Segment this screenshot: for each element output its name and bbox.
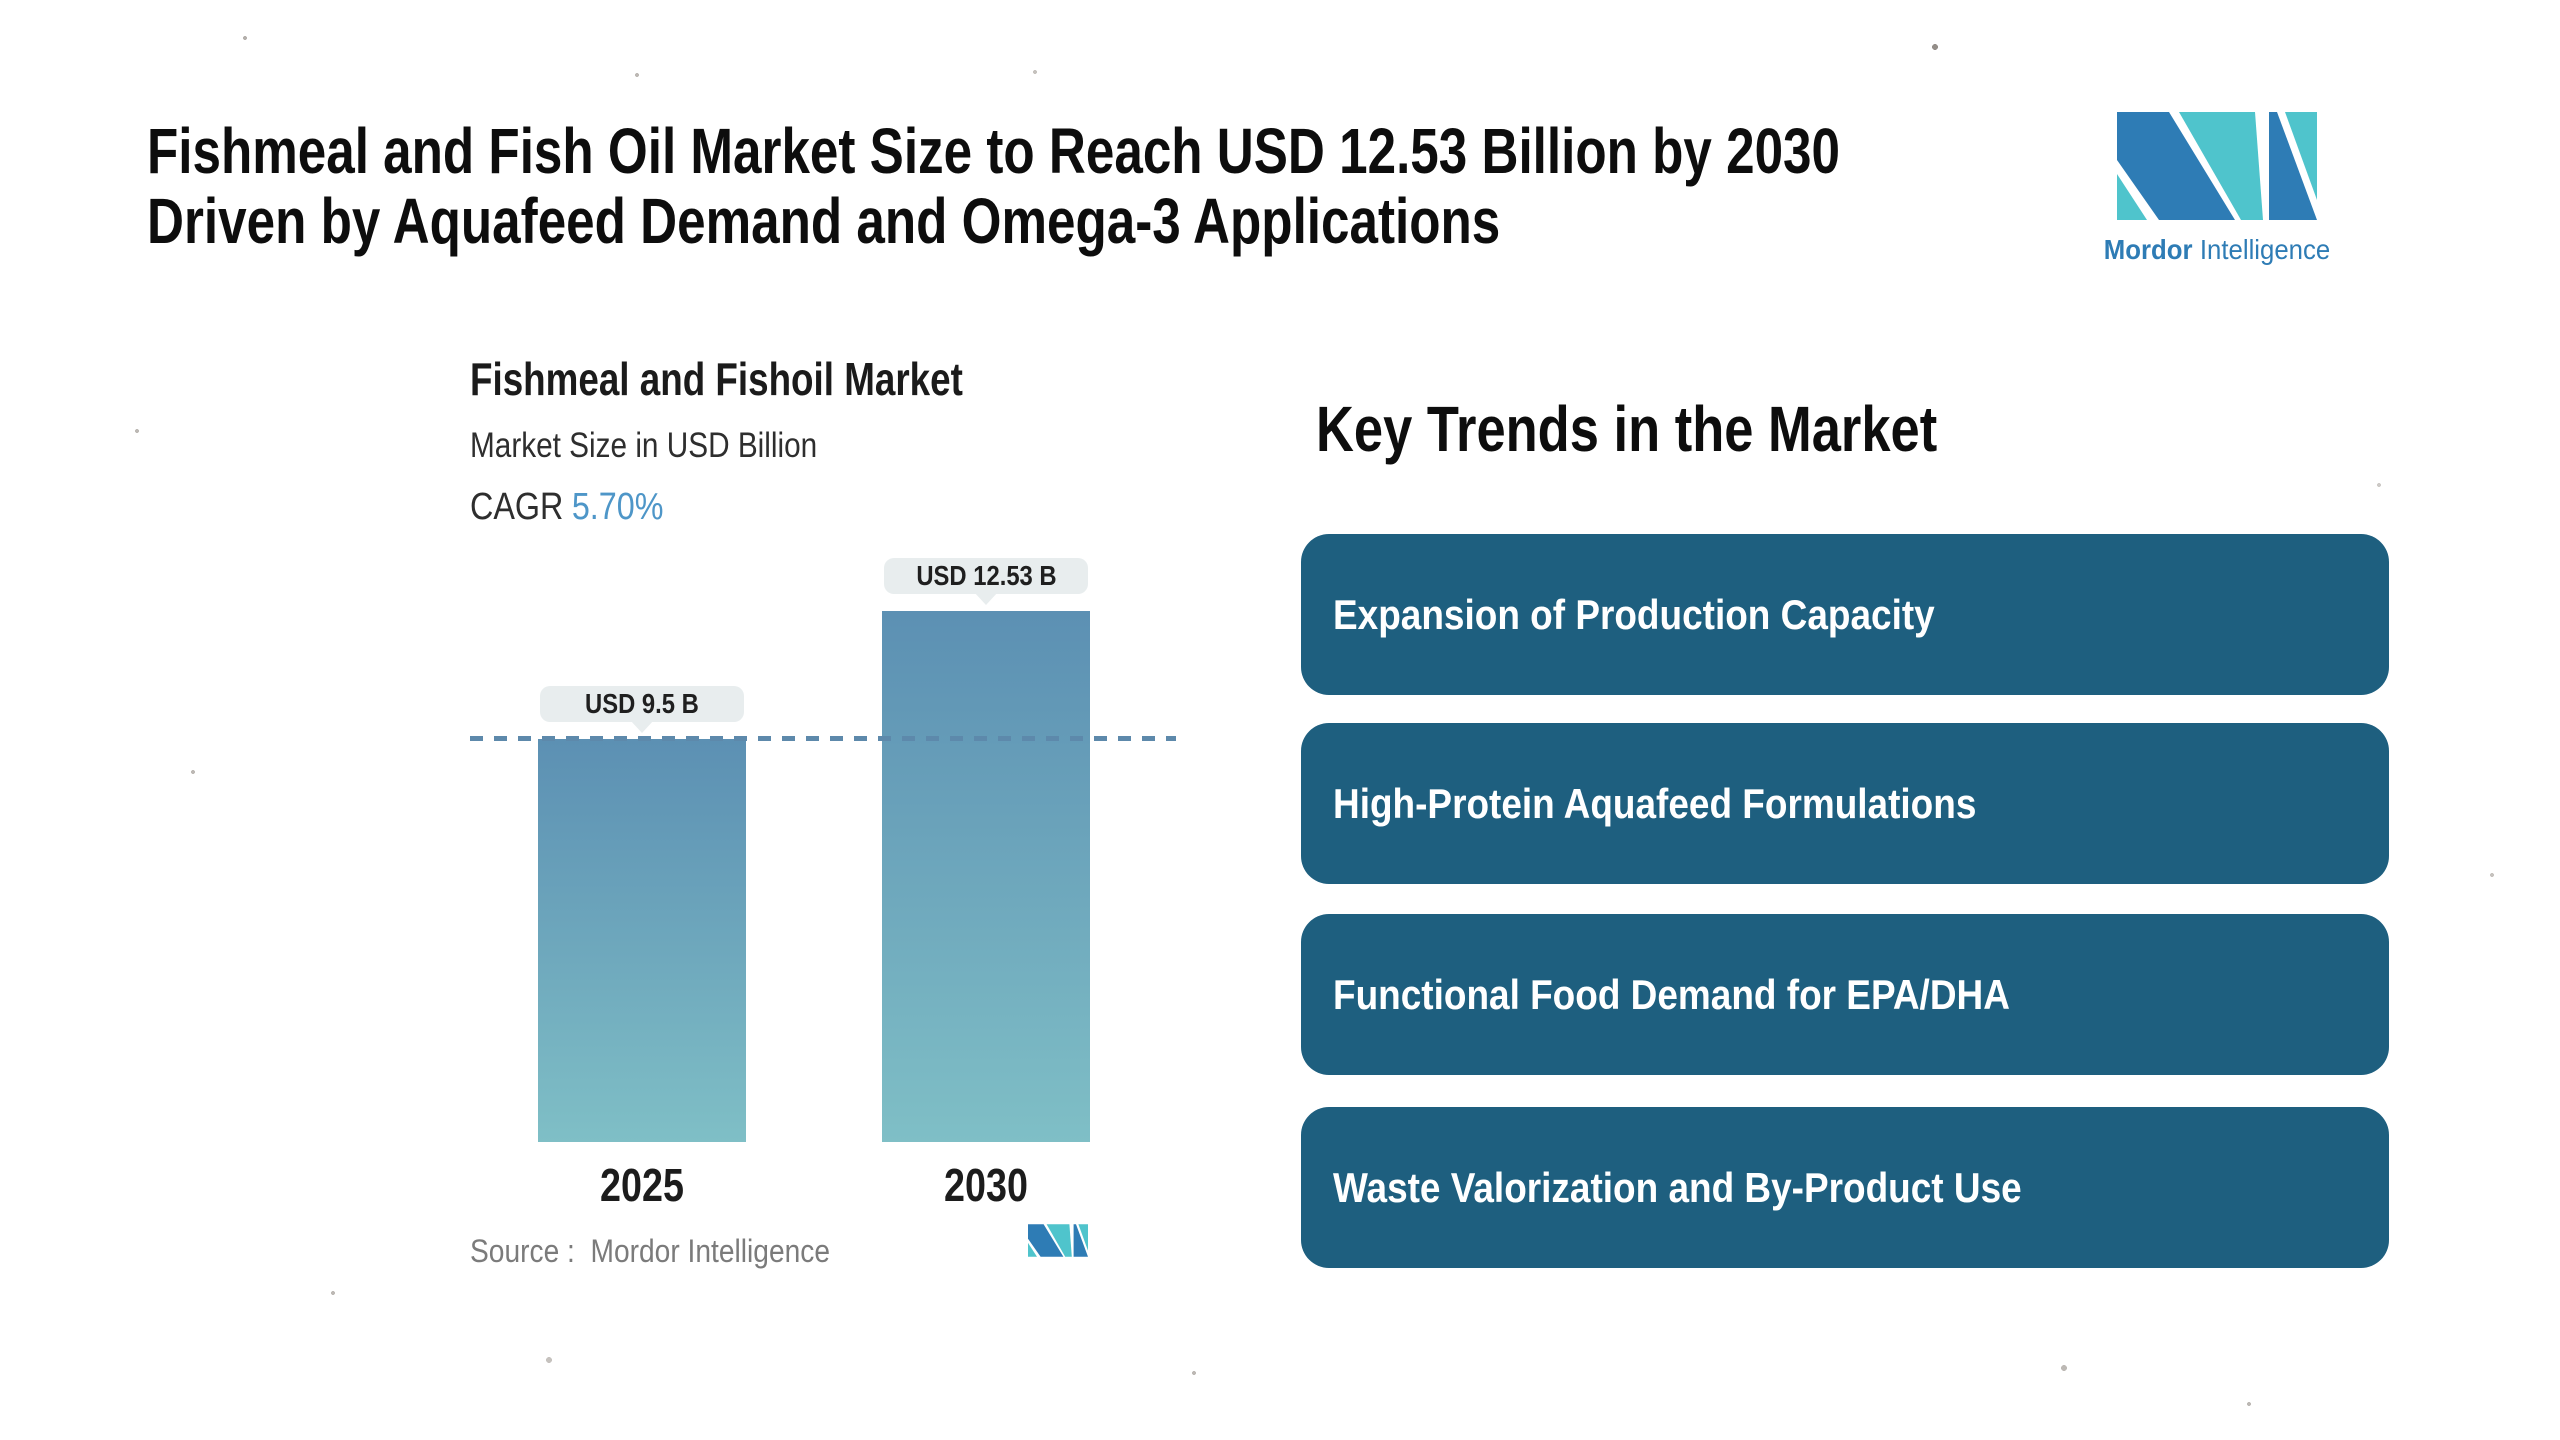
source-logo-icon — [1028, 1224, 1088, 1257]
trend-card-label: Expansion of Production Capacity — [1333, 590, 1935, 638]
cagr-label: CAGR — [470, 486, 564, 528]
chart-subtitle: Market Size in USD Billion — [470, 426, 818, 465]
bar-2030 — [882, 611, 1090, 1142]
value-callout-2030: USD 12.53 B — [884, 558, 1088, 606]
key-trends-heading: Key Trends in the Market — [1316, 393, 1938, 465]
brand-name-light: Intelligence — [2199, 234, 2331, 265]
bar-2025 — [538, 739, 746, 1142]
page-title-line2: Driven by Aquafeed Demand and Omega-3 Ap… — [147, 185, 1501, 257]
trend-card-waste-valorization: Waste Valorization and By-Product Use — [1301, 1107, 2389, 1268]
reference-dashed-line — [470, 736, 1176, 741]
value-callout-2025: USD 9.5 B — [540, 686, 744, 734]
value-callout-box: USD 12.53 B — [884, 558, 1088, 594]
mordor-intelligence-logo-icon — [2117, 112, 2317, 220]
trend-card-label: Functional Food Demand for EPA/DHA — [1333, 970, 2010, 1018]
brand-name-bold: Mordor — [2103, 234, 2193, 265]
callout-pointer-icon — [974, 592, 998, 605]
chart-title: Fishmeal and Fishoil Market — [470, 353, 963, 405]
cagr-value: 5.70% — [571, 486, 664, 528]
value-label-2025: USD 9.5 B — [585, 688, 699, 719]
trend-card-epa-dha-demand: Functional Food Demand for EPA/DHA — [1301, 914, 2389, 1075]
source-text: Source : Mordor Intelligence — [470, 1233, 831, 1269]
brand-logo: Mordor Intelligence — [2082, 112, 2352, 266]
callout-pointer-icon — [630, 720, 654, 733]
axis-label-2025: 2025 — [600, 1159, 684, 1211]
page-title-line1: Fishmeal and Fish Oil Market Size to Rea… — [147, 115, 1840, 187]
trend-card-production-capacity: Expansion of Production Capacity — [1301, 534, 2389, 695]
page-title: Fishmeal and Fish Oil Market Size to Rea… — [147, 116, 1840, 256]
value-callout-box: USD 9.5 B — [540, 686, 744, 722]
trend-card-label: High-Protein Aquafeed Formulations — [1333, 779, 1977, 827]
brand-wordmark: Mordor Intelligence — [2093, 234, 2341, 266]
trend-card-aquafeed-formulations: High-Protein Aquafeed Formulations — [1301, 723, 2389, 884]
chart-cagr: CAGR 5.70% — [470, 486, 663, 529]
value-label-2030: USD 12.53 B — [915, 560, 1057, 591]
axis-label-2030: 2030 — [944, 1159, 1028, 1211]
trend-card-label: Waste Valorization and By-Product Use — [1333, 1163, 2022, 1211]
